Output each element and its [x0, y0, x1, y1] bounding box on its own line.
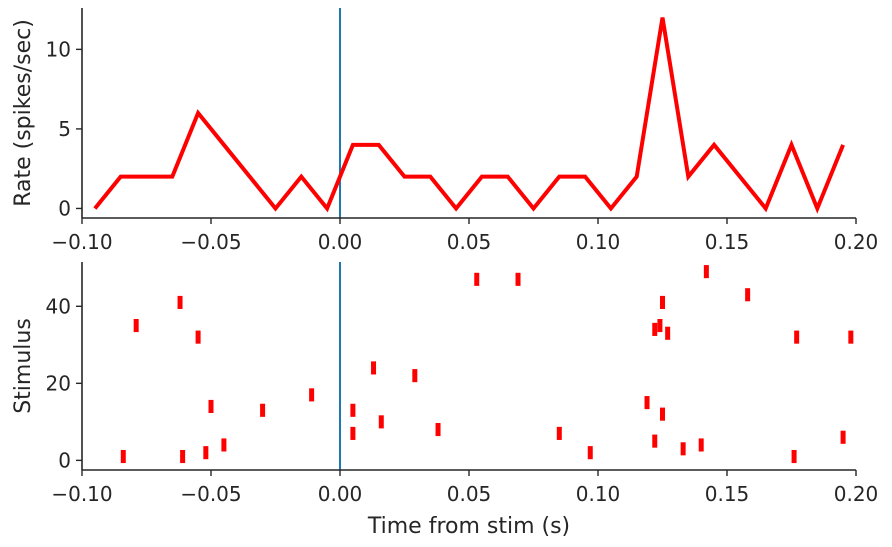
x-tick-label: 0.00 [318, 230, 363, 254]
x-tick-label: 0.05 [447, 482, 492, 506]
x-tick-label: 0.10 [576, 230, 621, 254]
rate-series-line [93, 17, 845, 214]
x-tick-label: 0.15 [705, 482, 750, 506]
x-tick-label: 0.05 [447, 230, 492, 254]
x-tick-label: −0.05 [180, 482, 241, 506]
x-tick-label: 0.15 [705, 230, 750, 254]
x-tick-label: −0.10 [51, 482, 112, 506]
x-tick-label: 0.20 [834, 482, 879, 506]
y-tick-label: 0 [58, 196, 71, 220]
x-axis-label: Time from stim (s) [367, 514, 570, 539]
y-tick-label: 40 [46, 294, 71, 318]
x-tick-label: 0.00 [318, 482, 363, 506]
x-tick-label: −0.05 [180, 230, 241, 254]
y-tick-label: 20 [46, 371, 71, 395]
x-tick-label: 0.10 [576, 482, 621, 506]
y-tick-label: 10 [46, 37, 71, 61]
x-tick-label: 0.20 [834, 230, 879, 254]
raster-panel: −0.10 −0.05 0.00 0.05 0.10 0.15 0.20 0 20 40 Stimu… [11, 262, 878, 539]
y-tick-label: 5 [58, 117, 71, 141]
rate-panel: −0.10 −0.05 0.00 0.05 0.10 0.15 0.20 0 5 10 Rate (… [11, 8, 878, 254]
y-axis-label: Stimulus [11, 318, 36, 414]
x-tick-label: −0.10 [51, 230, 112, 254]
y-axis-label: Rate (spikes/sec) [11, 19, 36, 207]
y-tick-label: 0 [58, 448, 71, 472]
